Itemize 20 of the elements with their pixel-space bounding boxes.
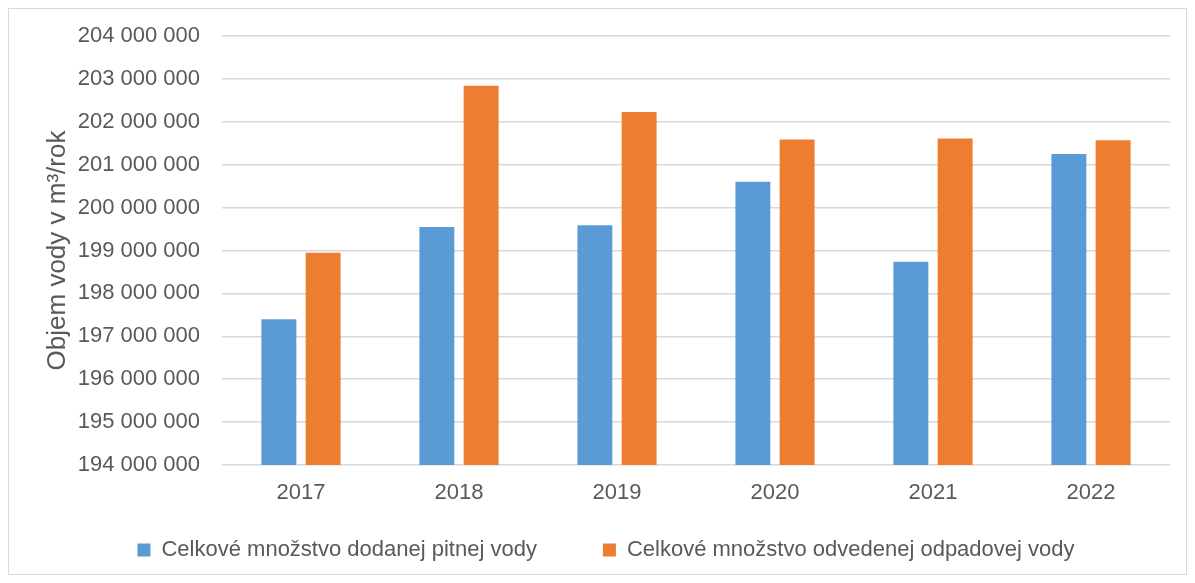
x-tick-label: 2018 [434,479,484,505]
x-tick-label: 2017 [276,479,326,505]
y-tick-label: 198 000 000 [77,279,200,305]
y-tick-label: 202 000 000 [77,107,200,133]
x-tick-label: 2020 [750,479,800,505]
y-axis-title: Objem vody v m³/rok [40,129,71,371]
y-tick-label: 200 000 000 [77,193,200,219]
x-tick-label: 2021 [908,479,958,505]
y-tick-label: 196 000 000 [77,365,200,391]
y-tick-label: 199 000 000 [77,236,200,262]
y-tick-label: 195 000 000 [77,408,200,434]
y-tick-label: 194 000 000 [77,451,200,477]
y-tick-label: 201 000 000 [77,150,200,176]
y-tick-label: 204 000 000 [77,22,200,48]
y-tick-label: 197 000 000 [77,322,200,348]
x-tick-label: 2022 [1066,479,1116,505]
y-tick-label: 203 000 000 [77,64,200,90]
legend-label: Celkové množstvo odvedenej odpadovej vody [626,536,1075,562]
x-tick-label: 2019 [592,479,642,505]
legend-label: Celkové množstvo dodanej pitnej vody [161,536,537,562]
